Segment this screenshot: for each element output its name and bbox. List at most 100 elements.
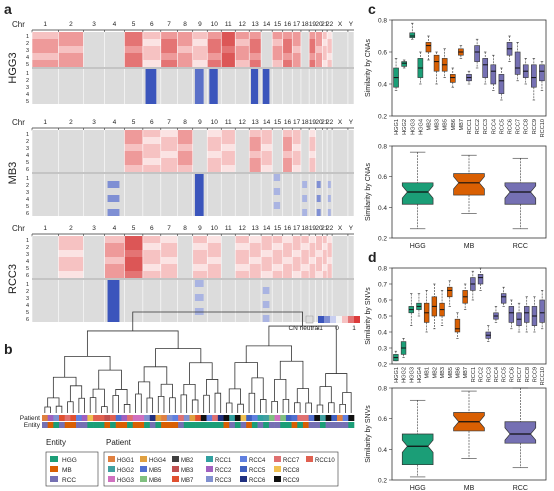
loss-cell (262, 97, 270, 104)
patient-swatch (206, 476, 213, 482)
patient-swatch (274, 476, 281, 482)
gain-cell (32, 46, 59, 53)
gain-cell (261, 144, 273, 151)
box-mb5 (447, 286, 453, 298)
patient-legend-label: HGG2 (117, 468, 135, 474)
gain-cell (160, 257, 178, 264)
dendrogram-branch (191, 399, 199, 413)
patient-legend-label: RCC7 (283, 458, 300, 464)
cn-gradient-step (342, 316, 348, 323)
gain-cell (142, 130, 161, 137)
entity-track-cell (257, 422, 264, 428)
chr-label-6: 6 (150, 225, 154, 232)
chr-label-X: X (338, 21, 343, 28)
gain-cell (282, 264, 293, 271)
gain-cell (309, 39, 316, 46)
entity-track-cell (155, 422, 162, 428)
entity-track-cell (70, 422, 77, 428)
loss-cell (107, 301, 120, 308)
entity-track-cell (325, 422, 332, 428)
box-hgg3 (409, 32, 416, 38)
dendrogram-branch (160, 383, 173, 398)
gain-cell (104, 250, 125, 257)
entity-track-cell (331, 422, 338, 428)
gain-cell (160, 165, 178, 172)
gain-cell (292, 264, 301, 271)
patient-legend-label: HGG4 (149, 458, 167, 464)
dendrogram-branch (52, 376, 77, 398)
chr-label-2: 2 (69, 119, 73, 126)
chr-label-20: 20 (315, 21, 323, 28)
loss-cell (194, 83, 204, 90)
gain-cell (160, 46, 178, 53)
entity-track-cell (172, 422, 179, 428)
gain-cell (58, 60, 84, 67)
chr-label-5: 5 (132, 225, 136, 232)
patient-legend-label: RCC1 (215, 458, 232, 464)
chr-label-2: 2 (69, 225, 73, 232)
x-tick-label: RCC6 (508, 119, 514, 134)
patient-track-cell (206, 415, 213, 421)
gain-cell (327, 53, 333, 60)
entity-track-cell (166, 422, 173, 428)
patient-track-cell (302, 415, 309, 421)
loss-cell (194, 294, 204, 301)
x-tick-label: RCC7 (517, 367, 523, 382)
entity-track-cell (200, 422, 207, 428)
gain-cell (124, 32, 143, 39)
x-tick-label: HGG1 (394, 367, 400, 383)
patient-legend-label: MB7 (181, 478, 194, 484)
gain-cell (322, 236, 328, 243)
loss-cell (194, 280, 204, 287)
patient-track-cell (285, 415, 292, 421)
patient-swatch (206, 466, 213, 472)
gain-cell (322, 271, 328, 278)
loss-cell (302, 181, 308, 188)
chr-label-10: 10 (211, 21, 219, 28)
chr-label-7: 7 (167, 119, 171, 126)
y-axis-label: Similarity by SNVs (365, 405, 372, 463)
x-tick-label: MB2 (426, 119, 432, 131)
chr-label-20: 20 (315, 119, 323, 126)
patient-track-cell (64, 415, 71, 421)
gain-row-label: 2 (26, 41, 29, 47)
gain-cell (292, 46, 301, 53)
patient-track-cell (87, 415, 94, 421)
chr-label-22: 22 (326, 21, 334, 28)
gain-cell (160, 158, 178, 165)
gain-cell (124, 60, 143, 67)
gain-cell (309, 264, 316, 271)
y-tick-label: 0.7 (378, 282, 387, 289)
gain-cell (292, 236, 301, 243)
x-tick-label: HGG4 (417, 367, 423, 383)
chr-label-8: 8 (183, 21, 187, 28)
gain-cell (160, 32, 178, 39)
x-tick-label: RCC (513, 485, 528, 491)
x-tick-label: RCC8 (524, 119, 530, 134)
gain-cell (160, 53, 178, 60)
gain-cell (261, 151, 273, 158)
gain-cell (160, 243, 178, 250)
dendrogram-branch (268, 325, 337, 374)
gain-cell (261, 130, 273, 137)
loss-cell (107, 315, 120, 322)
entity-track-cell (274, 422, 281, 428)
gain-cell (58, 46, 84, 53)
entity-track-cell (291, 422, 298, 428)
x-tick-label: HGG2 (402, 119, 408, 135)
chr-label-13: 13 (252, 119, 260, 126)
gain-cell (177, 60, 193, 67)
gain-row-label: 5 (26, 160, 29, 166)
gain-cell (160, 130, 178, 137)
gain-row-label: 5 (26, 62, 29, 68)
patient-track-cell (325, 415, 332, 421)
chr-label-12: 12 (239, 225, 247, 232)
chr-label-Y: Y (349, 21, 354, 28)
patient-swatch (206, 456, 213, 462)
gain-cell (160, 271, 178, 278)
x-tick-label: HGG2 (402, 367, 408, 383)
gain-cell (58, 264, 84, 271)
patient-legend-label: HGG3 (117, 478, 135, 484)
chr-label-21: 21 (321, 225, 329, 232)
patient-track-cell (342, 415, 349, 421)
